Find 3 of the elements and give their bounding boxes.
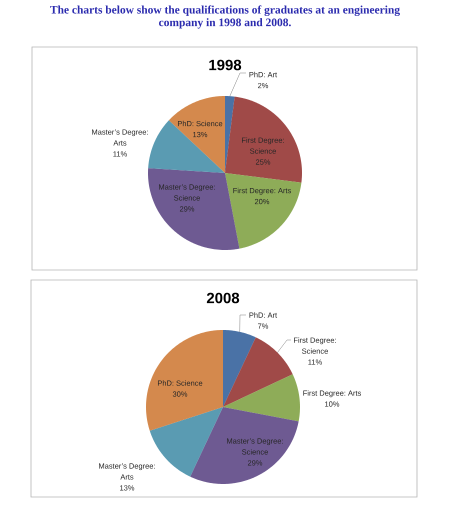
chart-title: 2008 bbox=[206, 292, 240, 304]
text: The charts below show the qualifications of graduates at an engineering company in 1998 and 2008. bbox=[50, 5, 400, 29]
chart-title: 1998 bbox=[209, 60, 242, 70]
